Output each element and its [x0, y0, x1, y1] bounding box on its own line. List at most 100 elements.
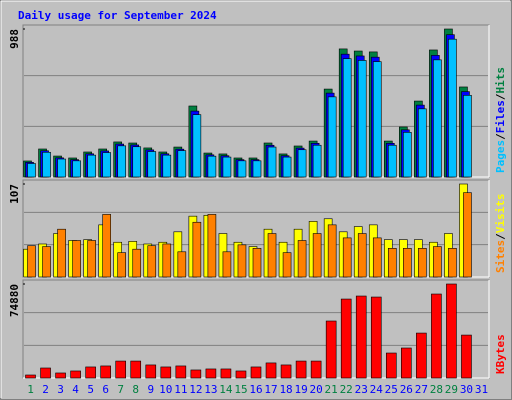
bar: [237, 160, 247, 178]
x-tick-label: 30: [460, 383, 473, 396]
bar: [207, 155, 217, 178]
x-tick-label: 13: [204, 383, 217, 396]
bar: [100, 365, 111, 379]
legend-separator: /: [494, 93, 507, 100]
x-tick-label: 3: [57, 383, 64, 396]
bar: [280, 364, 292, 379]
bar: [282, 156, 292, 178]
bar: [310, 360, 322, 379]
bar: [325, 320, 337, 379]
x-tick-label: 7: [117, 383, 124, 396]
bar: [446, 283, 457, 379]
bar: [237, 244, 247, 278]
x-tick-label: 26: [400, 383, 413, 396]
bar: [87, 240, 96, 278]
bar: [433, 59, 442, 178]
bar: [418, 108, 427, 178]
bar: [312, 233, 322, 278]
bar: [70, 370, 81, 379]
x-tick-label: 23: [355, 383, 368, 396]
bar: [250, 366, 262, 379]
x-tick-label: 9: [147, 383, 154, 396]
bar: [448, 248, 457, 278]
bar: [27, 245, 36, 278]
bar: [190, 369, 202, 379]
x-tick-label: 12: [189, 383, 202, 396]
chart-title: Daily usage for September 2024: [18, 9, 217, 22]
bar: [72, 240, 81, 278]
bar: [42, 151, 51, 178]
bar: [357, 233, 367, 278]
x-tick-label: 31: [475, 383, 488, 396]
bar: [160, 366, 172, 379]
bar: [267, 146, 277, 178]
bar: [235, 370, 247, 379]
x-tick-label: 28: [430, 383, 443, 396]
bar: [145, 364, 157, 379]
bar: [222, 156, 232, 178]
legend-entry: Files: [494, 100, 507, 133]
bar: [295, 360, 307, 379]
x-tick-label: 4: [72, 383, 79, 396]
bar: [222, 251, 232, 278]
bar: [85, 366, 96, 379]
bar: [27, 163, 36, 178]
x-tick-label: 10: [159, 383, 172, 396]
x-tick-label: 15: [234, 383, 247, 396]
x-tick-label: 8: [132, 383, 139, 396]
bar: [282, 252, 292, 278]
bar: [433, 246, 442, 278]
bar: [147, 245, 157, 278]
bar: [403, 248, 412, 278]
bar: [327, 96, 337, 178]
bar: [267, 233, 277, 278]
bar: [342, 58, 352, 178]
bar: [372, 61, 382, 178]
bar: [252, 160, 262, 178]
bar: [130, 360, 142, 379]
bar: [463, 192, 472, 278]
legend-separator: /: [494, 133, 507, 140]
bar: [342, 237, 352, 278]
x-tick-label: 6: [102, 383, 109, 396]
x-tick-label: 29: [445, 383, 458, 396]
bar: [355, 295, 367, 379]
bar: [117, 145, 127, 178]
bar: [162, 154, 172, 178]
y-tick-label: 74880: [8, 284, 21, 317]
bar: [72, 160, 81, 178]
y-tick-label: 988: [8, 29, 21, 49]
bar: [297, 149, 307, 178]
legend: Pages/Files/Hits: [494, 67, 507, 173]
bar: [55, 372, 66, 379]
x-tick-label: 2: [42, 383, 49, 396]
bar: [205, 368, 217, 379]
bar: [220, 368, 232, 379]
legend-separator: /: [494, 233, 507, 240]
bar: [40, 367, 51, 379]
bar: [387, 248, 397, 278]
legend-entry: Hits: [494, 67, 507, 94]
bar: [461, 334, 472, 379]
legend: KBytes: [494, 334, 507, 374]
bar: [57, 158, 66, 178]
x-tick-label: 16: [249, 383, 262, 396]
legend-entry: KBytes: [494, 334, 507, 374]
bar: [265, 362, 277, 379]
bar: [115, 360, 127, 379]
x-tick-label: 20: [310, 383, 323, 396]
x-tick-label: 11: [174, 383, 187, 396]
bar: [448, 38, 457, 178]
bar: [57, 228, 66, 278]
bar: [102, 152, 111, 178]
bar: [132, 248, 142, 278]
bar: [147, 151, 157, 178]
legend-entry: Sites: [494, 240, 507, 273]
x-tick-label: 14: [219, 383, 233, 396]
x-tick-label: 21: [325, 383, 338, 396]
x-tick-label: 19: [294, 383, 307, 396]
x-tick-label: 25: [385, 383, 398, 396]
bar: [431, 293, 442, 379]
